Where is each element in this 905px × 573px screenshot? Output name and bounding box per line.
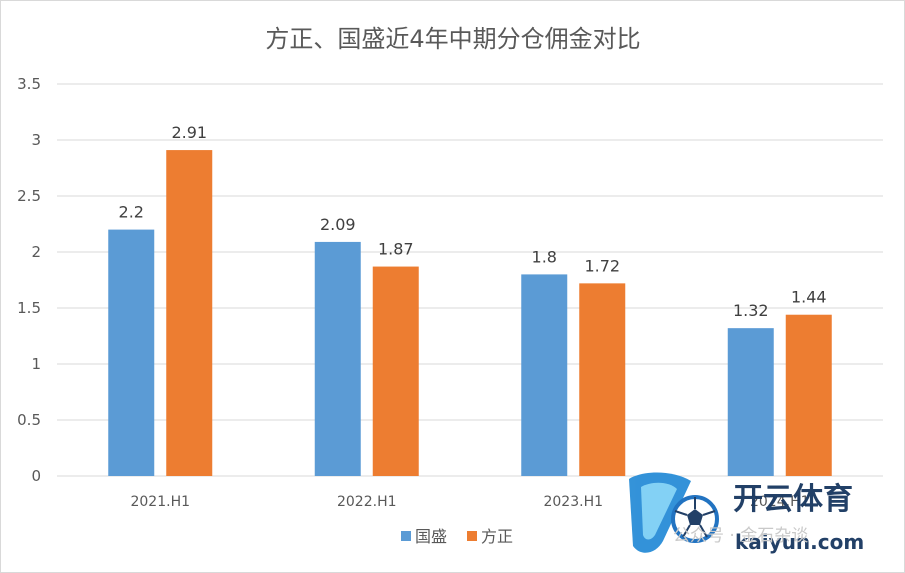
- y-tick-label: 3: [31, 131, 41, 149]
- bar-guosheng: [727, 328, 774, 476]
- legend-swatch: [401, 531, 411, 541]
- y-tick-label: 0: [31, 467, 41, 485]
- y-tick-label: 3.5: [17, 75, 41, 93]
- legend-label: 方正: [481, 527, 513, 546]
- y-tick-label: 2.5: [17, 187, 41, 205]
- data-label: 1.8: [532, 247, 557, 266]
- y-tick-label: 2: [31, 243, 41, 261]
- x-category-label: 2022.H1: [337, 494, 397, 510]
- watermark: 开云体育 kaiyun.com 公众号 · 金石杂谈: [629, 472, 864, 554]
- soccer-ball-logo-icon: [629, 472, 719, 553]
- bar-fangzheng: [166, 150, 213, 476]
- data-label: 1.87: [378, 240, 414, 259]
- bar-fangzheng: [785, 314, 832, 476]
- chart-title: 方正、国盛近4年中期分仓佣金对比: [265, 25, 640, 53]
- data-label: 1.32: [733, 301, 769, 320]
- watermark-brand-en: kaiyun.com: [735, 530, 864, 554]
- x-category-label: 2023.H1: [543, 494, 603, 510]
- x-category-label: 2024.H1: [750, 494, 810, 510]
- bar-fangzheng: [579, 283, 626, 476]
- x-category-label: 2021.H1: [130, 494, 190, 510]
- data-label: 2.2: [119, 203, 144, 222]
- x-axis-categories: 2021.H1 2022.H1 2023.H1 2024.H1: [130, 494, 809, 510]
- watermark-brand-cn: 开云体育: [733, 482, 853, 517]
- bar-fangzheng: [372, 266, 419, 476]
- legend-label: 国盛: [415, 527, 447, 546]
- legend-swatch: [467, 531, 477, 541]
- watermark-sub: 公众号 · 金石杂谈: [673, 526, 808, 546]
- y-tick-label: 1: [31, 355, 41, 373]
- data-labels: 2.2 2.91 2.09 1.87 1.8 1.72 1.32 1.44: [119, 123, 827, 320]
- bar-guosheng: [314, 241, 361, 476]
- y-axis-ticks: 0 0.5 1 1.5 2 2.5 3 3.5: [17, 75, 41, 485]
- bars: [108, 150, 832, 476]
- data-label: 2.91: [171, 123, 207, 142]
- y-tick-label: 0.5: [17, 411, 41, 429]
- data-label: 1.72: [584, 256, 620, 275]
- y-tick-label: 1.5: [17, 299, 41, 317]
- bar-guosheng: [521, 274, 568, 476]
- data-label: 2.09: [320, 215, 356, 234]
- legend: 国盛 方正: [401, 527, 513, 546]
- data-label: 1.44: [791, 288, 827, 307]
- bar-guosheng: [108, 229, 155, 476]
